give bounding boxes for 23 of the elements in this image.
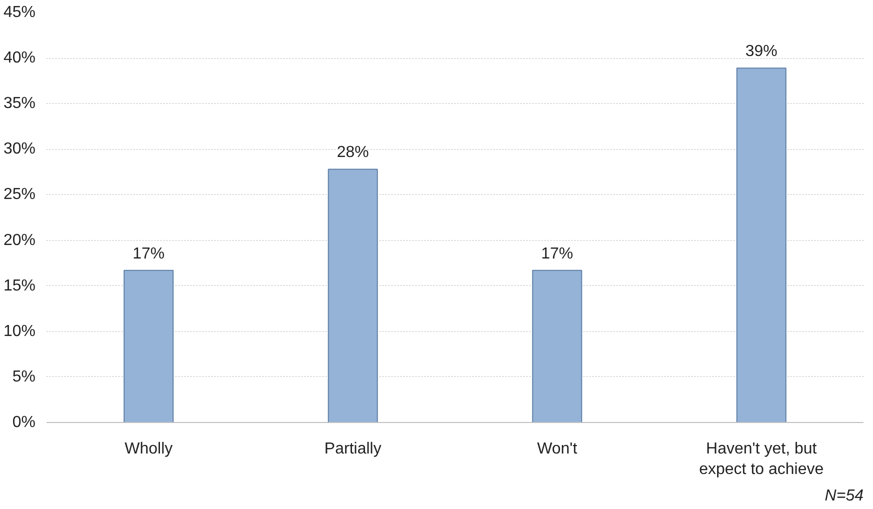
y-tick-label: 5% — [12, 368, 36, 386]
bar — [124, 270, 174, 422]
y-tick-label: 15% — [3, 277, 36, 294]
bar — [328, 168, 378, 422]
y-tick-label: 35% — [3, 95, 36, 112]
y-tick-label: 10% — [3, 322, 36, 340]
y-tick-label: 0% — [12, 414, 36, 431]
y-tick-label: 25% — [3, 186, 36, 204]
y-tick-label: 20% — [3, 232, 36, 249]
data-label: 17% — [132, 245, 165, 262]
text: N=54 — [824, 488, 864, 504]
x-tick-label: Partially — [324, 440, 382, 458]
x-tick-label: Haven't yet, but expect to achieve — [699, 440, 824, 478]
data-label: 17% — [541, 245, 574, 262]
y-tick-label: 40% — [3, 50, 36, 67]
x-tick-label: Wholly — [124, 440, 173, 458]
data-label: 39% — [745, 43, 778, 60]
data-label: 28% — [336, 144, 369, 162]
x-tick-label: Won't — [537, 440, 578, 458]
bar — [736, 68, 786, 422]
y-tick-label: 30% — [3, 140, 36, 158]
bar — [532, 270, 582, 422]
y-tick-label: 45% — [3, 4, 36, 21]
